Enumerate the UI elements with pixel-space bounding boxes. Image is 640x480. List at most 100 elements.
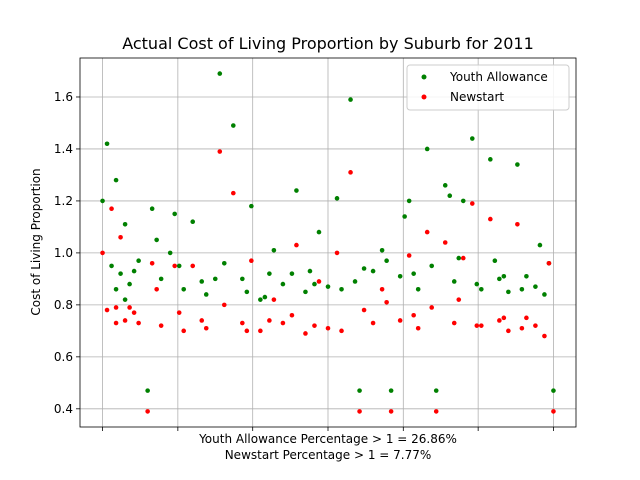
point-youth-allowance [258,297,263,302]
point-youth-allowance [213,277,218,282]
point-youth-allowance [353,279,358,284]
point-youth-allowance [497,277,502,282]
point-youth-allowance [479,287,484,292]
point-youth-allowance [114,178,119,183]
point-newstart [132,310,137,315]
point-newstart [145,409,150,414]
point-newstart [357,409,362,414]
point-youth-allowance [267,271,272,276]
point-newstart [177,310,182,315]
point-youth-allowance [231,123,236,128]
point-newstart [127,305,132,310]
point-newstart [547,261,552,266]
point-newstart [380,287,385,292]
point-youth-allowance [398,274,403,279]
point-newstart [456,297,461,302]
point-newstart [105,308,110,313]
point-newstart [272,297,277,302]
point-youth-allowance [416,287,421,292]
point-newstart [434,409,439,414]
point-newstart [533,323,538,328]
point-youth-allowance [159,277,164,282]
point-youth-allowance [533,284,538,289]
legend-marker-youth-allowance [422,75,427,80]
point-newstart [362,308,367,313]
point-newstart [267,318,272,323]
point-youth-allowance [105,141,110,146]
point-youth-allowance [452,279,457,284]
point-newstart [497,318,502,323]
point-youth-allowance [132,269,137,274]
point-newstart [479,323,484,328]
point-youth-allowance [434,388,439,393]
point-newstart [231,191,236,196]
point-youth-allowance [294,188,299,193]
legend-label-youth-allowance: Youth Allowance [449,70,548,84]
point-youth-allowance [199,279,204,284]
point-youth-allowance [470,136,475,141]
point-youth-allowance [524,274,529,279]
point-youth-allowance [447,193,452,198]
point-youth-allowance [127,282,132,287]
point-newstart [217,149,222,154]
point-newstart [312,323,317,328]
point-youth-allowance [308,269,313,274]
point-youth-allowance [339,287,344,292]
point-newstart [150,261,155,266]
point-newstart [290,313,295,318]
point-youth-allowance [177,264,182,269]
point-newstart [114,321,119,326]
point-newstart [502,316,507,321]
point-youth-allowance [389,388,394,393]
point-newstart [114,305,119,310]
y-tick-label: 0.8 [54,298,73,312]
point-youth-allowance [168,251,173,256]
point-newstart [199,318,204,323]
point-youth-allowance [456,256,461,261]
point-youth-allowance [123,297,128,302]
point-youth-allowance [303,290,308,295]
point-newstart [443,240,448,245]
point-youth-allowance [357,388,362,393]
point-newstart [515,222,520,227]
point-youth-allowance [402,214,407,219]
point-youth-allowance [172,212,177,217]
point-newstart [452,321,457,326]
point-youth-allowance [123,222,128,227]
point-youth-allowance [114,287,119,292]
chart-title: Actual Cost of Living Proportion by Subu… [122,34,534,53]
point-youth-allowance [222,261,227,266]
point-newstart [506,329,511,334]
point-newstart [348,170,353,175]
point-youth-allowance [326,284,331,289]
y-tick-label: 0.6 [54,350,73,364]
point-youth-allowance [488,157,493,162]
legend-marker-newstart [422,95,427,100]
y-tick-label: 0.4 [54,402,73,416]
point-youth-allowance [217,71,222,76]
point-youth-allowance [272,248,277,253]
point-youth-allowance [263,295,268,300]
point-newstart [335,251,340,256]
point-youth-allowance [407,199,412,204]
point-newstart [294,243,299,248]
point-youth-allowance [551,388,556,393]
point-youth-allowance [240,277,245,282]
point-newstart [172,264,177,269]
point-youth-allowance [190,219,195,224]
y-tick-label: 1.6 [54,90,73,104]
point-youth-allowance [154,238,159,243]
point-newstart [524,316,529,321]
point-youth-allowance [150,206,155,211]
point-newstart [245,329,250,334]
point-youth-allowance [136,258,141,263]
point-youth-allowance [348,97,353,102]
point-youth-allowance [515,162,520,167]
point-newstart [384,300,389,305]
point-newstart [389,409,394,414]
point-newstart [317,279,322,284]
point-newstart [411,313,416,318]
point-newstart [326,326,331,331]
point-youth-allowance [362,266,367,271]
legend: Youth Allowance Newstart [407,65,569,110]
